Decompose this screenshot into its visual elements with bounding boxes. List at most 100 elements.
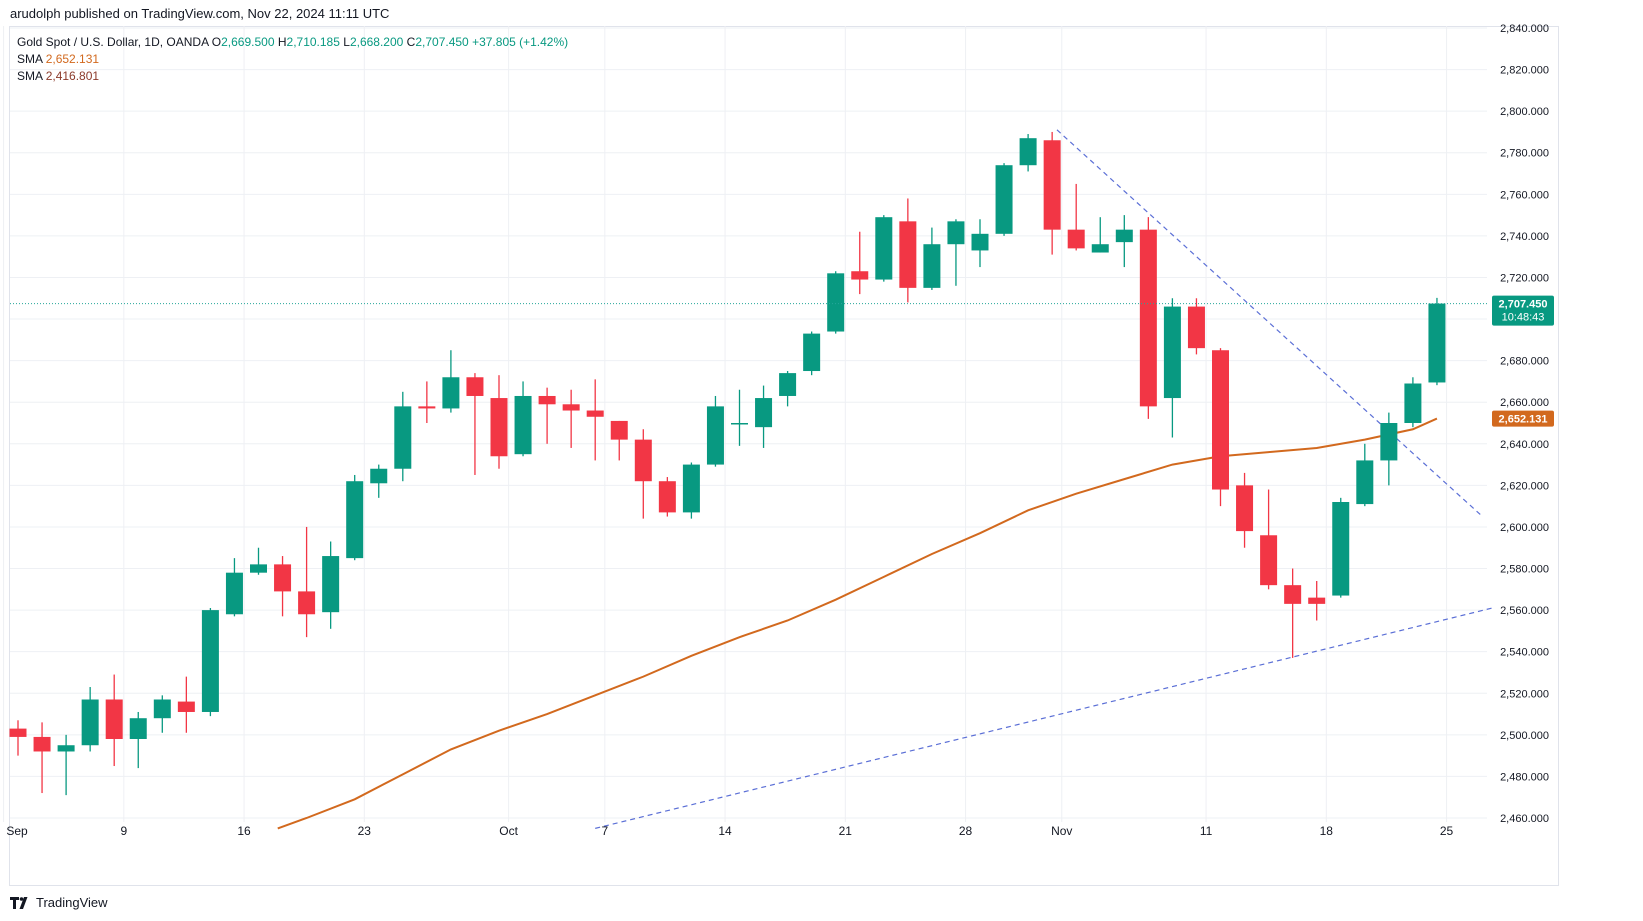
publish-info: arudolph published on TradingView.com, N… (10, 6, 390, 21)
candle-body (1260, 535, 1278, 586)
x-tick-label: 11 (1200, 824, 1213, 838)
candle-down (9, 720, 27, 756)
candle-up (706, 395, 724, 467)
x-tick-label: 21 (839, 824, 853, 838)
x-tick-label: 18 (1320, 824, 1334, 838)
candle-body (1404, 383, 1422, 423)
legend-low-label: L (343, 35, 350, 49)
x-tick-label: Oct (499, 824, 518, 838)
candle-up (971, 219, 989, 268)
candle-body (322, 556, 340, 613)
candle-body (33, 736, 51, 752)
candle-down (634, 429, 652, 519)
y-tick-label: 2,520.000 (1500, 688, 1549, 700)
candle-up (827, 271, 845, 334)
x-tick-label: Nov (1051, 824, 1072, 838)
y-tick-label: 2,540.000 (1500, 647, 1549, 659)
x-axis: Sep 9 16 23 Oct 7 14 21 28 Nov 11 18 25 (6, 824, 1453, 838)
y-tick-label: 2,580.000 (1500, 564, 1549, 576)
candle-body (105, 699, 123, 739)
y-tick-label: 2,680.000 (1500, 356, 1549, 368)
legend-change: +37.805 (+1.42%) (472, 35, 569, 49)
candle-body (442, 377, 460, 409)
candle-body (706, 406, 724, 465)
candle-body (779, 373, 797, 396)
candle-body (1187, 306, 1205, 349)
candle-up (201, 608, 219, 717)
candle-body (634, 439, 652, 482)
x-tick-label: 25 (1440, 824, 1454, 838)
candle-body (57, 745, 75, 752)
legend-sma2-label: SMA (17, 69, 43, 83)
candle-body (971, 233, 989, 251)
candle-up (250, 547, 267, 575)
candle-down (899, 198, 917, 303)
candle-body (418, 406, 436, 409)
candle-up (1404, 377, 1422, 428)
candle-body (129, 718, 147, 739)
legend-sma1-label: SMA (17, 52, 43, 66)
ascending-trend-line (595, 607, 1493, 829)
legend: Gold Spot / U.S. Dollar, 1D, OANDA O2,66… (17, 34, 568, 85)
legend-symbol: Gold Spot / U.S. Dollar, 1D, OANDA (17, 35, 209, 49)
candle-down (418, 381, 436, 423)
sma-series (277, 417, 1438, 830)
candle-up (995, 163, 1013, 236)
candle-body (298, 591, 316, 615)
legend-low: 2,668.200 (349, 35, 404, 49)
tradingview-footer[interactable]: TradingView (10, 895, 108, 910)
y-tick-label: 2,760.000 (1500, 189, 1549, 201)
candle-down (1236, 472, 1254, 548)
candle-down (851, 231, 869, 295)
candle-down (610, 420, 628, 461)
candle-down (586, 379, 604, 461)
candle-up (514, 381, 532, 457)
legend-high: 2,710.185 (286, 35, 340, 49)
y-tick-label: 2,820.000 (1500, 65, 1549, 77)
candle-up (1356, 443, 1374, 507)
candle-up (57, 734, 75, 796)
y-tick-label: 2,620.000 (1500, 480, 1549, 492)
y-tick-label: 2,660.000 (1500, 397, 1549, 409)
candle-body (1332, 502, 1350, 596)
y-tick-label: 2,560.000 (1500, 605, 1549, 617)
candle-up (731, 389, 748, 446)
x-tick-label: Sep (6, 824, 28, 838)
candle-body (947, 221, 965, 245)
candle-body (514, 395, 532, 455)
candle-body (153, 699, 171, 719)
candle-down (1043, 131, 1061, 255)
candle-up (153, 695, 171, 733)
y-tick-label: 2,740.000 (1500, 231, 1549, 243)
sma-line (277, 417, 1438, 830)
candle-body (274, 564, 292, 592)
candle-up (1380, 412, 1398, 486)
x-tick-label: 23 (358, 824, 372, 838)
candle-body (610, 420, 628, 440)
candle-body (1380, 423, 1398, 461)
candle-down (274, 556, 292, 617)
legend-open: 2,669.500 (221, 35, 275, 49)
candle-up (1163, 298, 1181, 438)
sma-badge: 2,652.131 (1492, 410, 1554, 427)
candle-body (81, 699, 99, 746)
candle-body (1067, 229, 1085, 249)
candle-body (538, 395, 556, 405)
candle-up (129, 711, 147, 769)
y-tick-label: 2,840.000 (1500, 23, 1549, 35)
candle-body (1115, 229, 1133, 243)
candle-down (33, 722, 51, 794)
sma-badge-value: 2,652.131 (1499, 414, 1548, 426)
candle-body (201, 610, 219, 712)
x-tick-label: 9 (120, 824, 127, 838)
candle-up (1428, 297, 1446, 386)
y-tick-label: 2,480.000 (1500, 771, 1549, 783)
grid-lines (3, 26, 1487, 822)
candle-body (466, 377, 484, 396)
candle-body (1019, 138, 1037, 166)
x-tick-label: 28 (959, 824, 973, 838)
legend-ohlc-row: Gold Spot / U.S. Dollar, 1D, OANDA O2,66… (17, 34, 568, 51)
candle-up (81, 687, 99, 752)
